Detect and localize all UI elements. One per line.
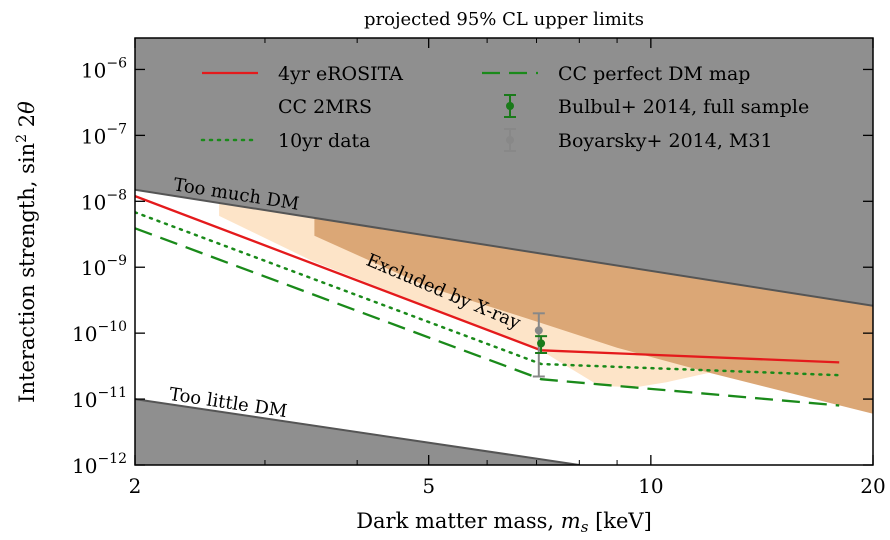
x-tick-label: 5 — [422, 474, 435, 498]
x-axis-label: Dark matter mass, ms [keV] — [356, 509, 652, 536]
too-little-dm-boundary — [135, 398, 580, 465]
y-tick-label: 10−9 — [81, 253, 127, 280]
x-tick-label: 20 — [860, 474, 885, 498]
legend-entry-2: CC 2MRS — [278, 96, 372, 118]
legend-entry-1: 4yr eROSITA — [202, 63, 403, 85]
legend: 4yr eROSITA CC 2MRS 10yr data CC perfect DM… — [200, 63, 809, 152]
plot-area — [135, 38, 873, 465]
legend-label: Bulbul+ 2014, full sample — [558, 96, 809, 118]
ticks-layer: 2 5 10 20 10−12 10−11 10−10 10−9 10−8 10−7 10−6 — [72, 38, 886, 498]
y-tick-label: 10−10 — [72, 319, 127, 346]
series-line-4 — [135, 227, 840, 407]
legend-entry-3: 10yr data — [200, 130, 371, 152]
legend-label: 4yr eROSITA — [278, 63, 403, 85]
x-tick-label: 10 — [638, 474, 663, 498]
legend-label: 10yr data — [278, 130, 371, 152]
data-point-1 — [535, 335, 548, 354]
legend-entry-5: Bulbul+ 2014, full sample — [504, 94, 809, 118]
y-tick-label: 10−8 — [81, 187, 127, 214]
series-line-3 — [135, 211, 841, 377]
y-tick-label: 10−7 — [81, 121, 127, 148]
legend-label: CC 2MRS — [278, 96, 372, 118]
legend-label: CC perfect DM map — [558, 63, 750, 85]
y-axis-label: Interaction strength, sin2 2θ — [14, 101, 39, 403]
regions-layer — [135, 38, 873, 465]
too-much-dm-boundary — [135, 188, 873, 307]
y-tick-label: 10−11 — [72, 385, 127, 412]
x-tick-label: 2 — [129, 474, 142, 498]
legend-entry-6: Boyarsky+ 2014, M31 — [504, 128, 773, 152]
plot-frame — [134, 37, 874, 466]
legend-label: Boyarsky+ 2014, M31 — [558, 130, 773, 152]
too-much-dm-region — [135, 38, 873, 306]
y-tick-label: 10−6 — [81, 55, 127, 82]
points-layer — [532, 312, 548, 378]
chart-title: projected 95% CL upper limits — [364, 9, 644, 30]
y-tick-label: 10−12 — [72, 451, 127, 478]
legend-entry-4: CC perfect DM map — [482, 63, 750, 85]
